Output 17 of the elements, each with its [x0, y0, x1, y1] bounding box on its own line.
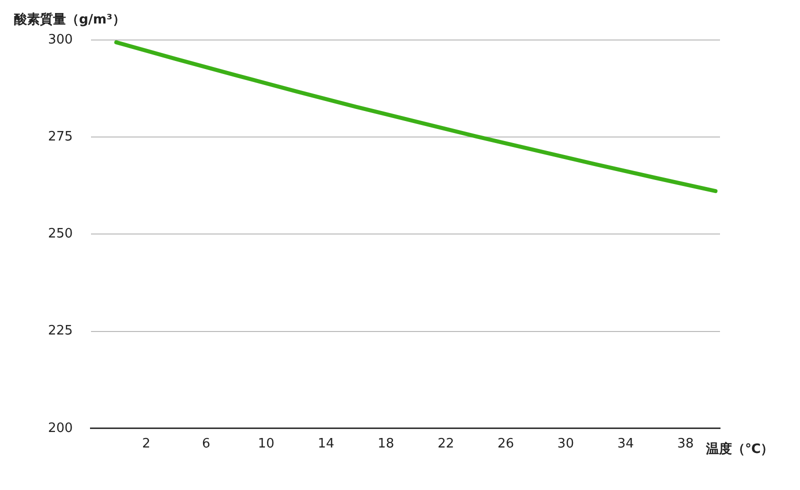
x-tick-label: 6	[202, 436, 210, 452]
x-tick-label: 30	[557, 436, 574, 452]
y-tick-label: 275	[48, 129, 73, 144]
x-tick-label: 2	[142, 436, 150, 452]
x-tick-label: 34	[617, 436, 634, 452]
x-tick-label: 18	[378, 436, 394, 452]
y-tick-label: 225	[48, 324, 73, 339]
y-axis-title: 酸素質量（g/m³）	[14, 11, 126, 28]
x-tick-label: 10	[258, 436, 274, 452]
x-tick-label: 38	[677, 436, 694, 452]
x-tick-label: 22	[438, 436, 454, 452]
x-axis-title: 温度（℃）	[705, 440, 774, 457]
y-tick-label: 200	[48, 420, 73, 436]
y-tick-label: 300	[48, 32, 73, 48]
x-tick-label: 14	[318, 436, 334, 452]
x-tick-label: 26	[498, 436, 514, 452]
y-tick-label: 250	[48, 226, 73, 242]
